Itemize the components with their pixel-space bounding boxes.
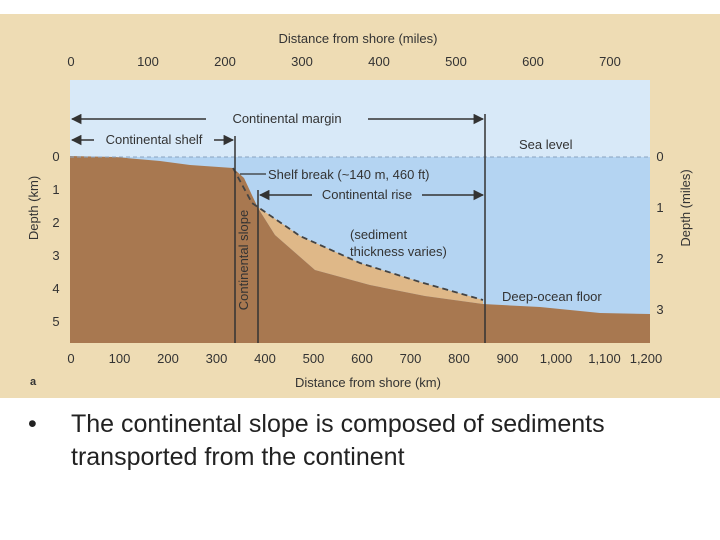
caption-text: The continental slope is composed of sed… xyxy=(71,410,605,471)
label-deep-ocean-floor: Deep-ocean floor xyxy=(502,289,602,304)
top-tick-label: 0 xyxy=(67,54,74,69)
seafloor-crust xyxy=(70,156,650,343)
label-continental-shelf: Continental shelf xyxy=(106,132,203,147)
ocean-floor-profile-diagram: Continental margin Continental shelf Sea… xyxy=(0,14,720,398)
label-sediment-line2: thickness varies) xyxy=(350,244,447,259)
caption-bullet-point: • The continental slope is composed of s… xyxy=(28,408,708,474)
left-axis-title: Depth (km) xyxy=(26,176,41,240)
right-tick-label: 0 xyxy=(656,149,663,164)
bottom-axis-ticks: 0 100 200 300 400 500 600 700 800 900 1,000 1,100 1,… xyxy=(67,351,662,366)
bottom-tick-label: 1,100 xyxy=(588,351,621,366)
bottom-tick-label: 300 xyxy=(206,351,228,366)
right-tick-label: 2 xyxy=(656,251,663,266)
left-tick-label: 1 xyxy=(52,182,59,197)
bottom-tick-label: 100 xyxy=(109,351,131,366)
top-tick-label: 200 xyxy=(214,54,236,69)
top-axis-title: Distance from shore (miles) xyxy=(279,31,438,46)
bottom-tick-label: 500 xyxy=(303,351,325,366)
top-tick-label: 600 xyxy=(522,54,544,69)
right-tick-label: 3 xyxy=(656,302,663,317)
label-continental-rise: Continental rise xyxy=(322,187,412,202)
bottom-tick-label: 600 xyxy=(351,351,373,366)
top-tick-label: 100 xyxy=(137,54,159,69)
bottom-axis-title: Distance from shore (km) xyxy=(295,375,441,390)
left-axis-ticks: 0 1 2 3 4 5 xyxy=(52,149,59,329)
top-tick-label: 500 xyxy=(445,54,467,69)
top-axis-ticks: 0 100 200 300 400 500 600 700 xyxy=(67,54,620,69)
panel-label: a xyxy=(30,376,37,388)
sediment-wedge xyxy=(233,168,483,304)
bottom-tick-label: 700 xyxy=(400,351,422,366)
bottom-tick-label: 800 xyxy=(448,351,470,366)
left-tick-label: 4 xyxy=(52,281,59,296)
left-tick-label: 3 xyxy=(52,248,59,263)
label-background-margin xyxy=(206,109,368,128)
left-tick-label: 0 xyxy=(52,149,59,164)
label-continental-slope: Continental slope xyxy=(236,210,251,310)
label-background-shelf xyxy=(94,131,214,149)
sediment-surface-dashed-line xyxy=(232,167,484,301)
label-sediment-line1: (sediment xyxy=(350,227,407,242)
right-axis-title: Depth (miles) xyxy=(678,169,693,246)
bottom-tick-label: 0 xyxy=(67,351,74,366)
bottom-tick-label: 900 xyxy=(497,351,519,366)
label-sea-level: Sea level xyxy=(519,137,573,152)
left-tick-label: 5 xyxy=(52,314,59,329)
right-tick-label: 1 xyxy=(656,200,663,215)
top-tick-label: 400 xyxy=(368,54,390,69)
top-tick-label: 700 xyxy=(599,54,621,69)
top-tick-label: 300 xyxy=(291,54,313,69)
left-tick-label: 2 xyxy=(52,215,59,230)
label-continental-margin: Continental margin xyxy=(232,111,341,126)
bottom-tick-label: 200 xyxy=(157,351,179,366)
right-axis-ticks: 0 1 2 3 xyxy=(656,149,663,317)
bottom-tick-label: 1,200 xyxy=(630,351,663,366)
label-background-rise xyxy=(312,186,422,204)
bottom-tick-label: 400 xyxy=(254,351,276,366)
bullet-icon: • xyxy=(28,410,37,438)
label-shelf-break: Shelf break (~140 m, 460 ft) xyxy=(268,167,430,182)
bottom-tick-label: 1,000 xyxy=(540,351,573,366)
